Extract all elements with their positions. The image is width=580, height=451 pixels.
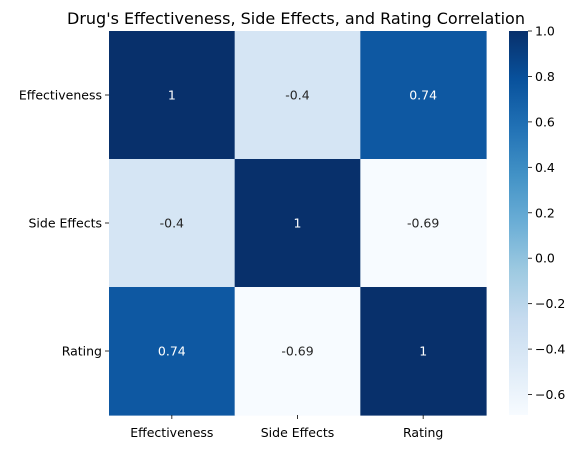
heatmap-cell [234,31,361,160]
colorbar-tick-label: −0.6 [535,387,565,402]
colorbar-gradient [509,31,528,415]
heatmap-cell [234,159,361,288]
cell-annotation: 1 [294,216,302,231]
heatmap-cell [360,31,487,160]
cell-annotation: 0.74 [158,344,186,359]
cell-annotation: 1 [419,344,427,359]
cell-annotation: 1 [168,88,176,103]
x-axis-labels: Effectiveness Side Effects Rating [130,415,443,440]
cell-annotation: 0.74 [409,88,437,103]
heatmap-cell [234,287,361,416]
colorbar: 1.0 0.8 0.6 0.4 0.2 0.0 −0.2 −0.4 −0.6 [509,24,565,415]
cell-annotation: -0.69 [407,216,439,231]
colorbar-tick-label: 0.0 [535,251,555,266]
colorbar-tick-label: 0.6 [535,114,555,129]
x-tick-label: Effectiveness [130,425,213,440]
x-tick-label: Rating [403,425,443,440]
heatmap-cell [109,159,236,288]
colorbar-tick-label: 0.8 [535,69,555,84]
colorbar-tick-label: −0.2 [535,296,565,311]
cell-annotation: -0.69 [281,344,313,359]
heatmap-cell [360,159,487,288]
cell-annotation: -0.4 [160,216,184,231]
x-tick-label: Side Effects [261,425,335,440]
y-tick-label: Side Effects [29,216,103,231]
y-axis-labels: Effectiveness Side Effects Rating [19,88,109,359]
colorbar-tick-label: 0.4 [535,160,555,175]
heatmap-cell [360,287,487,416]
heatmap-cell [109,31,236,160]
heatmap-cells [109,31,487,416]
heatmap-cell [109,287,236,416]
colorbar-tick-label: 0.2 [535,205,555,220]
heatmap-annotations: 1 -0.4 0.74 -0.4 1 -0.69 0.74 -0.69 1 [158,88,439,359]
colorbar-tick-label: 1.0 [535,24,555,39]
cell-annotation: -0.4 [285,88,309,103]
y-tick-label: Rating [62,344,102,359]
y-tick-label: Effectiveness [19,88,102,103]
colorbar-tick-label: −0.4 [535,342,565,357]
chart-title: Drug's Effectiveness, Side Effects, and … [67,9,525,28]
